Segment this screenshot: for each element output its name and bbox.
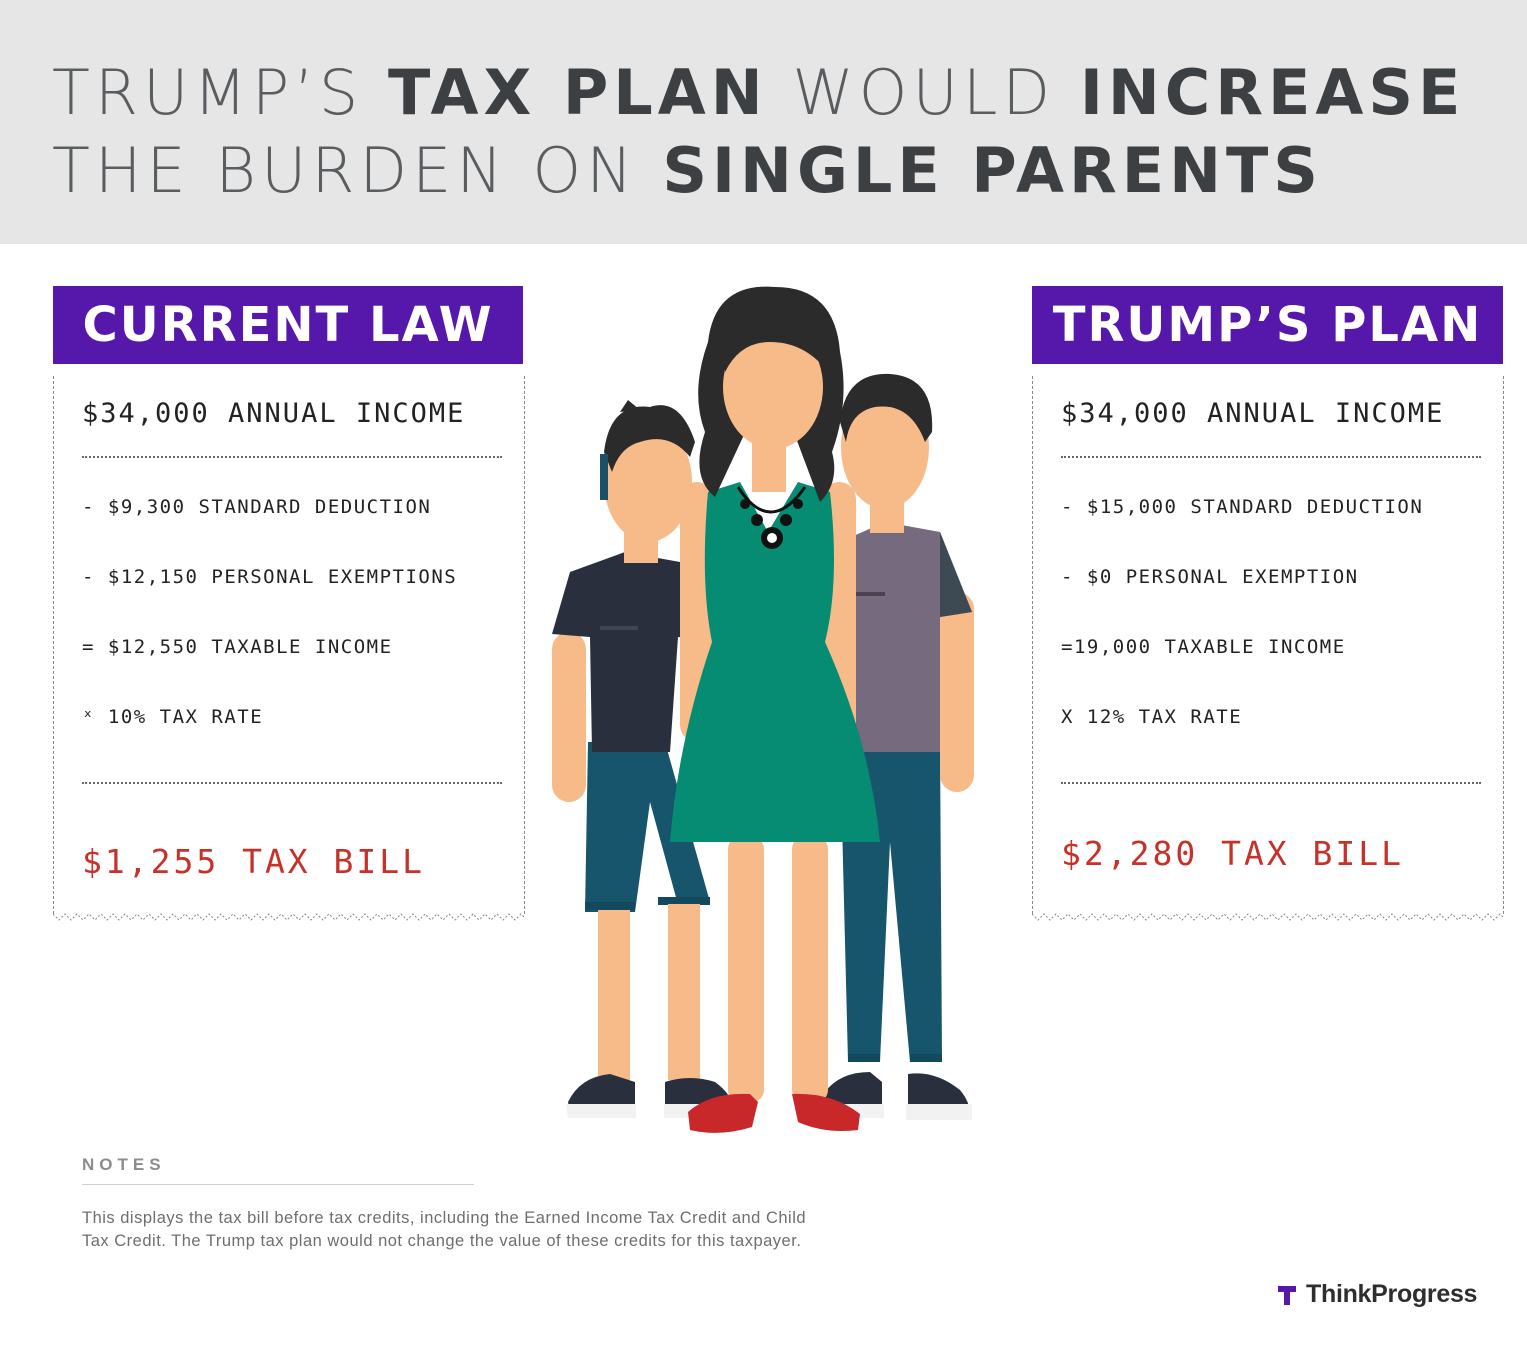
woman-illustration <box>670 286 880 1133</box>
title-word: TAX PLAN <box>387 56 768 129</box>
taxable-income: =19,000 TAXABLE INCOME <box>1061 636 1346 658</box>
taxable-income: = $12,550 TAXABLE INCOME <box>82 636 393 658</box>
notes-divider <box>82 1184 474 1185</box>
title-word: SINGLE PARENTS <box>662 134 1323 207</box>
tax-bill: $1,255 TAX BILL <box>82 842 426 881</box>
family-illustration <box>552 286 974 1133</box>
standard-deduction: - $15,000 STANDARD DEDUCTION <box>1061 496 1424 518</box>
receipt-torn-edge <box>1032 913 1504 921</box>
annual-income: $34,000 ANNUAL INCOME <box>82 398 466 429</box>
current-law-receipt: $34,000 ANNUAL INCOME - $9,300 STANDARD … <box>53 376 525 921</box>
thinkprogress-logo: ThinkProgress <box>1276 1280 1477 1309</box>
title-word: TRUMP’S <box>52 56 388 129</box>
title-word: THE BURDEN ON <box>52 134 663 207</box>
title-line-1: TRUMP’S TAX PLAN WOULD INCREASE <box>52 62 1465 124</box>
trumps-plan-label: TRUMP’S PLAN <box>1032 286 1503 364</box>
notes-heading: NOTES <box>82 1155 166 1174</box>
personal-exemption: - $0 PERSONAL EXEMPTION <box>1061 566 1359 588</box>
title-word: WOULD <box>767 56 1080 129</box>
divider <box>82 456 502 458</box>
thinkprogress-t-logo-icon <box>1278 1285 1296 1305</box>
title-line-2: THE BURDEN ON SINGLE PARENTS <box>52 140 1323 202</box>
divider <box>82 782 502 784</box>
divider <box>1061 456 1481 458</box>
tax-bill: $2,280 TAX BILL <box>1061 834 1405 873</box>
standard-deduction: - $9,300 STANDARD DEDUCTION <box>82 496 432 518</box>
trumps-plan-receipt: $34,000 ANNUAL INCOME - $15,000 STANDARD… <box>1032 376 1504 921</box>
divider <box>1061 782 1481 784</box>
tax-rate: X 12% TAX RATE <box>1061 706 1243 728</box>
annual-income: $34,000 ANNUAL INCOME <box>1061 398 1445 429</box>
header-banner: TRUMP’S TAX PLAN WOULD INCREASE THE BURD… <box>0 0 1527 244</box>
tax-rate: ˣ 10% TAX RATE <box>82 706 264 728</box>
logo-text: ThinkProgress <box>1306 1280 1478 1308</box>
receipt-torn-edge <box>53 913 525 921</box>
title-word: INCREASE <box>1079 56 1466 129</box>
current-law-label: CURRENT LAW <box>53 286 523 364</box>
personal-exemptions: - $12,150 PERSONAL EXEMPTIONS <box>82 566 458 588</box>
notes-text: This displays the tax bill before tax cr… <box>82 1209 807 1250</box>
